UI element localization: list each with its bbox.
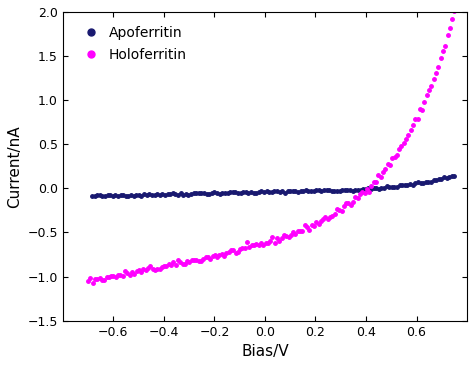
Apoferritin [452, 174, 457, 178]
Apoferritin [102, 194, 108, 198]
Holoferritin [161, 264, 167, 268]
Holoferritin [85, 279, 91, 283]
Apoferritin [128, 193, 134, 198]
Apoferritin [123, 194, 128, 198]
Apoferritin [89, 193, 95, 198]
Holoferritin [191, 258, 197, 262]
Apoferritin [157, 193, 163, 197]
Holoferritin [290, 230, 296, 235]
Holoferritin [90, 280, 96, 285]
Holoferritin [387, 163, 393, 168]
Line: Apoferritin: Apoferritin [90, 174, 456, 198]
Y-axis label: Current/nA: Current/nA [7, 125, 22, 208]
X-axis label: Bias/V: Bias/V [241, 344, 289, 359]
Holoferritin [325, 217, 330, 221]
Holoferritin [452, 9, 457, 13]
Line: Holoferritin: Holoferritin [86, 9, 456, 284]
Legend: Apoferritin, Holoferritin: Apoferritin, Holoferritin [70, 19, 194, 69]
Apoferritin [110, 194, 116, 198]
Holoferritin [436, 64, 441, 69]
Apoferritin [449, 173, 455, 178]
Apoferritin [272, 189, 277, 194]
Apoferritin [243, 190, 249, 194]
